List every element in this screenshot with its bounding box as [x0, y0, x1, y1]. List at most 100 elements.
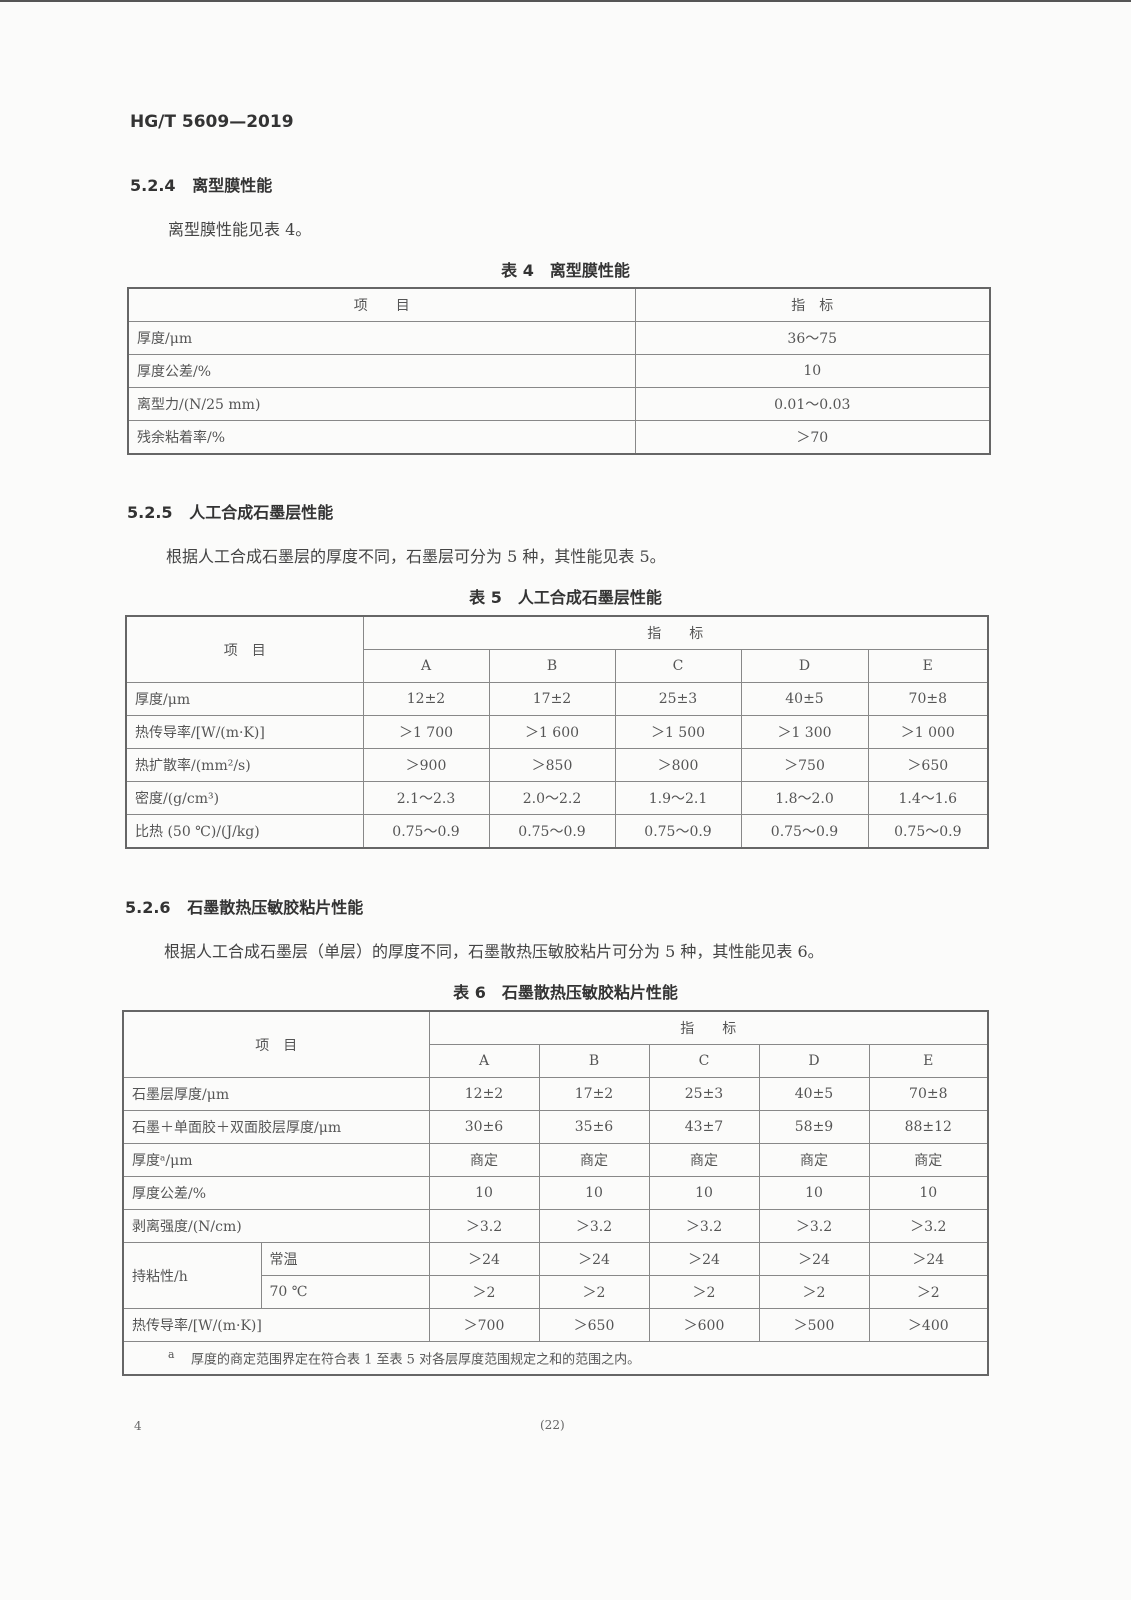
table-cell: C — [648, 1044, 760, 1078]
table-cell: 10 — [868, 1176, 989, 1210]
table-cell: 25±3 — [614, 682, 742, 716]
table-cell: ＞3.2 — [868, 1209, 989, 1243]
table-cell: ＞900 — [362, 748, 490, 782]
table-cell: 持粘性/h — [122, 1242, 262, 1309]
table-cell: 36～75 — [634, 321, 991, 355]
table-cell: 常温 — [260, 1242, 430, 1276]
table-cell: 比热 (50 ℃)/(J/kg) — [125, 814, 364, 849]
table-cell: 0.75～0.9 — [362, 814, 490, 849]
table-row: 热扩散率/(mm²/s) ＞900 ＞850 ＞800 ＞750 ＞650 — [125, 748, 989, 782]
table-cell: B — [538, 1044, 650, 1078]
table-cell: ＞1 500 — [614, 715, 742, 749]
table-cell: ＞2 — [868, 1275, 989, 1309]
table-row: a 厚度的商定范围界定在符合表 1 至表 5 对各层厚度范围规定之和的范围之内。 — [122, 1341, 989, 1376]
table-cell: 43±7 — [648, 1110, 760, 1144]
table-cell: ＞24 — [428, 1242, 540, 1276]
table-cell: ＞3.2 — [428, 1209, 540, 1243]
paragraph-5-2-6: 根据人工合成石墨层（单层）的厚度不同，石墨散热压敏胶粘片可分为 5 种，其性能见… — [164, 942, 824, 961]
table-5-caption: 表 5 人工合成石墨层性能 — [469, 588, 662, 607]
table-cell: 58±9 — [758, 1110, 870, 1144]
table-cell: 17±2 — [538, 1077, 650, 1111]
paragraph-5-2-4: 离型膜性能见表 4。 — [168, 220, 312, 239]
table-cell: 0.75～0.9 — [614, 814, 742, 849]
table-cell: ＞1 000 — [867, 715, 989, 749]
table-cell: ＞700 — [428, 1308, 540, 1342]
table-cell: ＞600 — [648, 1308, 760, 1342]
table-cell: 热传导率/[W/(m·K)] — [125, 715, 364, 749]
table-cell: 商定 — [538, 1143, 650, 1177]
table-row: 残余粘着率/% ＞70 — [127, 420, 991, 455]
table-cell: ＞650 — [867, 748, 989, 782]
table-cell: 残余粘着率/% — [127, 420, 636, 455]
table-cell: 热传导率/[W/(m·K)] — [122, 1308, 430, 1342]
table-cell: 30±6 — [428, 1110, 540, 1144]
table-row: 厚度/μm 12±2 17±2 25±3 40±5 70±8 — [125, 682, 989, 716]
heading-number: 5.2.4 — [130, 176, 176, 195]
table-cell: 剥离强度/(N/cm) — [122, 1209, 430, 1243]
table-row: 比热 (50 ℃)/(J/kg) 0.75～0.9 0.75～0.9 0.75～0.9… — [125, 814, 989, 849]
section-heading-5-2-5: 5.2.5 人工合成石墨层性能 — [127, 499, 333, 523]
table-cell: ＞850 — [488, 748, 616, 782]
table-cell: 2.1～2.3 — [362, 781, 490, 815]
table-row: 项 目指 标 — [127, 287, 991, 322]
table-4: 项 目指 标厚度/μm 36～75 厚度公差/% 10 离型力/(N/25 mm) 0.0… — [127, 287, 991, 455]
table-cell: 1.8～2.0 — [740, 781, 869, 815]
table-cell: 商定 — [758, 1143, 870, 1177]
table-row: 离型力/(N/25 mm) 0.01～0.03 — [127, 387, 991, 421]
table-cell: 12±2 — [362, 682, 490, 716]
table-cell: C — [614, 649, 742, 683]
table-cell: 0.01～0.03 — [634, 387, 991, 421]
table-cell: ＞24 — [758, 1242, 870, 1276]
table-cell: ＞3.2 — [648, 1209, 760, 1243]
standard-number: HG/T 5609—2019 — [130, 112, 294, 132]
table-6-caption: 表 6 石墨散热压敏胶粘片性能 — [453, 983, 678, 1002]
table-cell: 离型力/(N/25 mm) — [127, 387, 636, 421]
table-row: 剥离强度/(N/cm) ＞3.2 ＞3.2 ＞3.2 ＞3.2 ＞3.2 — [122, 1209, 989, 1243]
table-cell: 10 — [648, 1176, 760, 1210]
table-cell: 40±5 — [758, 1077, 870, 1111]
table-cell: 10 — [538, 1176, 650, 1210]
table-cell: ＞3.2 — [538, 1209, 650, 1243]
heading-text: 石墨散热压敏胶粘片性能 — [187, 898, 364, 917]
table-cell: ＞1 300 — [740, 715, 869, 749]
footnote-mark: a — [168, 1348, 175, 1362]
table-cell: 项 目 — [122, 1010, 430, 1078]
table-6: 项 目指 标 A B C D E 石墨层厚度/μm 12±2 17±2 25±3 40±5 70±8 石… — [122, 1010, 990, 1376]
table-row: 70 ℃ ＞2 ＞2 ＞2 ＞2 ＞2 — [123, 1275, 989, 1309]
table-cell: 0.75～0.9 — [867, 814, 989, 849]
table-cell: ＞750 — [740, 748, 869, 782]
table-4-caption: 表 4 离型膜性能 — [501, 261, 630, 280]
section-heading-5-2-4: 5.2.4 离型膜性能 — [130, 172, 272, 196]
table-cell: 指 标 — [634, 287, 991, 322]
table-cell: ＞2 — [428, 1275, 540, 1309]
table-cell: E — [867, 649, 989, 683]
table-cell: 商定 — [868, 1143, 989, 1177]
table-row: 石墨＋单面胶＋双面胶层厚度/μm 30±6 35±6 43±7 58±9 88±12 — [122, 1110, 989, 1144]
table-cell: A — [428, 1044, 540, 1078]
table-5: 项 目指 标 A B C D E 厚度/μm 12±2 17±2 25±3 40±5 70±8 热传导率… — [125, 615, 990, 849]
table-cell: ＞500 — [758, 1308, 870, 1342]
table-cell: ＞3.2 — [758, 1209, 870, 1243]
table-cell: 10 — [634, 354, 991, 388]
table-cell: ＞24 — [868, 1242, 989, 1276]
table-cell: D — [740, 649, 869, 683]
table-cell: ＞24 — [538, 1242, 650, 1276]
table-cell: 0.75～0.9 — [488, 814, 616, 849]
table-cell: 10 — [428, 1176, 540, 1210]
table-cell: A — [362, 649, 490, 683]
page-number-center: (22) — [540, 1418, 565, 1432]
table-cell: 70±8 — [867, 682, 989, 716]
table-cell: 40±5 — [740, 682, 869, 716]
table-cell: 35±6 — [538, 1110, 650, 1144]
table-cell: 密度/(g/cm³) — [125, 781, 364, 815]
heading-text: 人工合成石墨层性能 — [189, 503, 334, 522]
table-row: 厚度公差/% 10 — [127, 354, 991, 388]
table-cell: 厚度/μm — [127, 321, 636, 355]
table-cell: 厚度/μm — [125, 682, 364, 716]
paragraph-5-2-5: 根据人工合成石墨层的厚度不同，石墨层可分为 5 种，其性能见表 5。 — [166, 547, 666, 566]
table-row: 密度/(g/cm³) 2.1～2.3 2.0～2.2 1.9～2.1 1.8～2.0 1.… — [125, 781, 989, 815]
table-cell: ＞70 — [634, 420, 991, 455]
table-cell: 商定 — [428, 1143, 540, 1177]
table-cell: 石墨层厚度/μm — [122, 1077, 430, 1111]
